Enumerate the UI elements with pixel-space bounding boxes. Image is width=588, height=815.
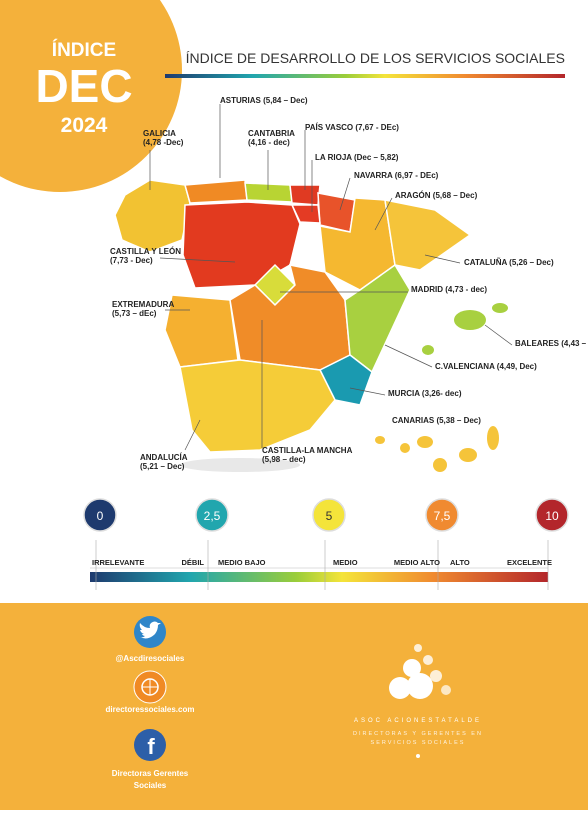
logo-dot	[403, 659, 421, 677]
logo-dot	[407, 673, 433, 699]
extremadura	[164, 294, 239, 368]
facebook-icon	[134, 729, 166, 761]
logo-dot	[414, 644, 422, 652]
region-labels: ASTURIAS (5,84 – Dec) GALICIA(4,78 -Dec) C…	[110, 96, 588, 471]
region-label: LA RIOJA (Dec – 5,82)	[315, 153, 399, 162]
region-label: EXTREMADURA	[112, 300, 174, 309]
logo-line1: ASOC ACIONESTATALDE	[354, 718, 482, 724]
scale-level: IRRELEVANTE	[92, 558, 144, 567]
scale-dot	[83, 498, 117, 532]
island	[487, 426, 499, 450]
region-label: (5,21 – Dec)	[140, 462, 185, 471]
region-label: CANTABRIA	[248, 129, 295, 138]
shadow	[180, 458, 300, 472]
island	[433, 458, 447, 472]
region-label: C.VALENCIANA (4,49, Dec)	[435, 362, 537, 371]
scale-dot	[535, 498, 569, 532]
globe-lines	[142, 679, 158, 695]
leader	[339, 177, 351, 211]
badge-line2: DEC	[35, 60, 132, 112]
menorca	[492, 303, 508, 313]
web-link[interactable]: directoressociales.com	[106, 705, 195, 714]
andalucia	[179, 359, 336, 453]
facebook-line2[interactable]: Sociales	[134, 781, 167, 790]
region-label: PAÍS VASCO (7,67 - DEc)	[305, 123, 399, 132]
region-label: ASTURIAS (5,84 – Dec)	[220, 96, 308, 105]
leader	[184, 419, 201, 451]
cataluna	[384, 199, 472, 271]
cantabria	[244, 182, 293, 203]
region-label: (4,78 -Dec)	[143, 138, 184, 147]
region-label: CASTILLA Y LEÓN	[110, 247, 181, 256]
title: ÍNDICE DE DESARROLLO DE LOS SERVICIOS SO…	[186, 50, 565, 66]
scale-level: MEDIO BAJO	[218, 558, 266, 567]
region-label: NAVARRA (6,97 - DEc)	[354, 171, 439, 180]
scale-tick: 2,5	[204, 509, 221, 523]
logo	[389, 644, 451, 758]
scale-dot	[195, 498, 229, 532]
footer	[0, 603, 588, 810]
leader	[349, 387, 386, 396]
scale-level: MEDIO ALTO	[394, 558, 440, 567]
badge-line3: 2024	[61, 114, 108, 137]
leaders	[149, 104, 513, 451]
mallorca	[454, 310, 486, 330]
region-label: BALEARES (4,43 – Dec)	[515, 339, 588, 348]
region-label: (5,73 – dEc)	[112, 309, 157, 318]
island	[400, 443, 410, 453]
region-label: CATALUÑA (5,26 – Dec)	[464, 258, 554, 267]
scale-dot	[425, 498, 459, 532]
region-label: CASTILLA-LA MANCHA	[262, 446, 353, 455]
facebook-line1[interactable]: Directoras Gerentes	[112, 769, 189, 778]
island	[417, 436, 433, 448]
scale: 0 2,5 5 7,5 10 IRRELEVANTE DÉBIL MEDIO BAJO MEDI…	[83, 498, 569, 590]
scale-tick: 0	[97, 509, 104, 523]
region-label: (4,16 - dec)	[248, 138, 290, 147]
region-label: ARAGÓN (5,68 – Dec)	[395, 191, 478, 200]
region-label: (7,73 - Dec)	[110, 256, 153, 265]
ibiza	[422, 345, 434, 355]
scale-level: MEDIO	[333, 558, 358, 567]
region-label: MADRID (4,73 - dec)	[411, 285, 487, 294]
logo-dot	[430, 670, 442, 682]
logo-dot	[389, 677, 411, 699]
scale-level: DÉBIL	[182, 558, 205, 567]
leader	[374, 197, 393, 231]
island	[459, 448, 477, 462]
facebook-f: f	[147, 734, 155, 759]
scale-tick: 7,5	[434, 509, 451, 523]
scale-tick: 5	[326, 509, 333, 523]
region-label: (5,98 – dec)	[262, 455, 306, 464]
logo-dot	[441, 685, 451, 695]
twitter-handle[interactable]: @Ascdiresociales	[116, 654, 185, 663]
logo-dot	[423, 655, 433, 665]
region-label: MURCIA (3,26- dec)	[388, 389, 462, 398]
badge	[0, 0, 182, 192]
scale-level: ALTO	[450, 558, 470, 567]
twitter-bird	[139, 621, 161, 639]
leader	[384, 344, 433, 368]
logo-dot	[416, 754, 420, 758]
scale-tick: 10	[545, 509, 559, 523]
leader	[424, 254, 461, 264]
island	[375, 436, 385, 444]
logo-line3: SERVICIOS SOCIALES	[371, 740, 466, 746]
title-rule	[165, 74, 565, 78]
leader	[484, 324, 513, 346]
scale-bar	[90, 572, 548, 582]
leader	[159, 257, 236, 263]
galicia	[114, 179, 191, 253]
scale-dot	[312, 498, 346, 532]
region-label: GALICIA	[143, 129, 176, 138]
badge-line1: ÍNDICE	[52, 39, 116, 61]
scale-level: EXCELENTE	[507, 558, 552, 567]
logo-line2: DIRECTORAS Y GERENTES EN	[353, 731, 483, 737]
region-label: ANDALUCÍA	[140, 453, 188, 462]
region-label: CANARIAS (5,38 – Dec)	[392, 416, 481, 425]
